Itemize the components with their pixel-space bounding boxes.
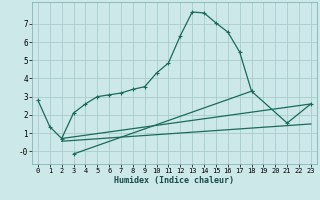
X-axis label: Humidex (Indice chaleur): Humidex (Indice chaleur) [115,176,234,185]
